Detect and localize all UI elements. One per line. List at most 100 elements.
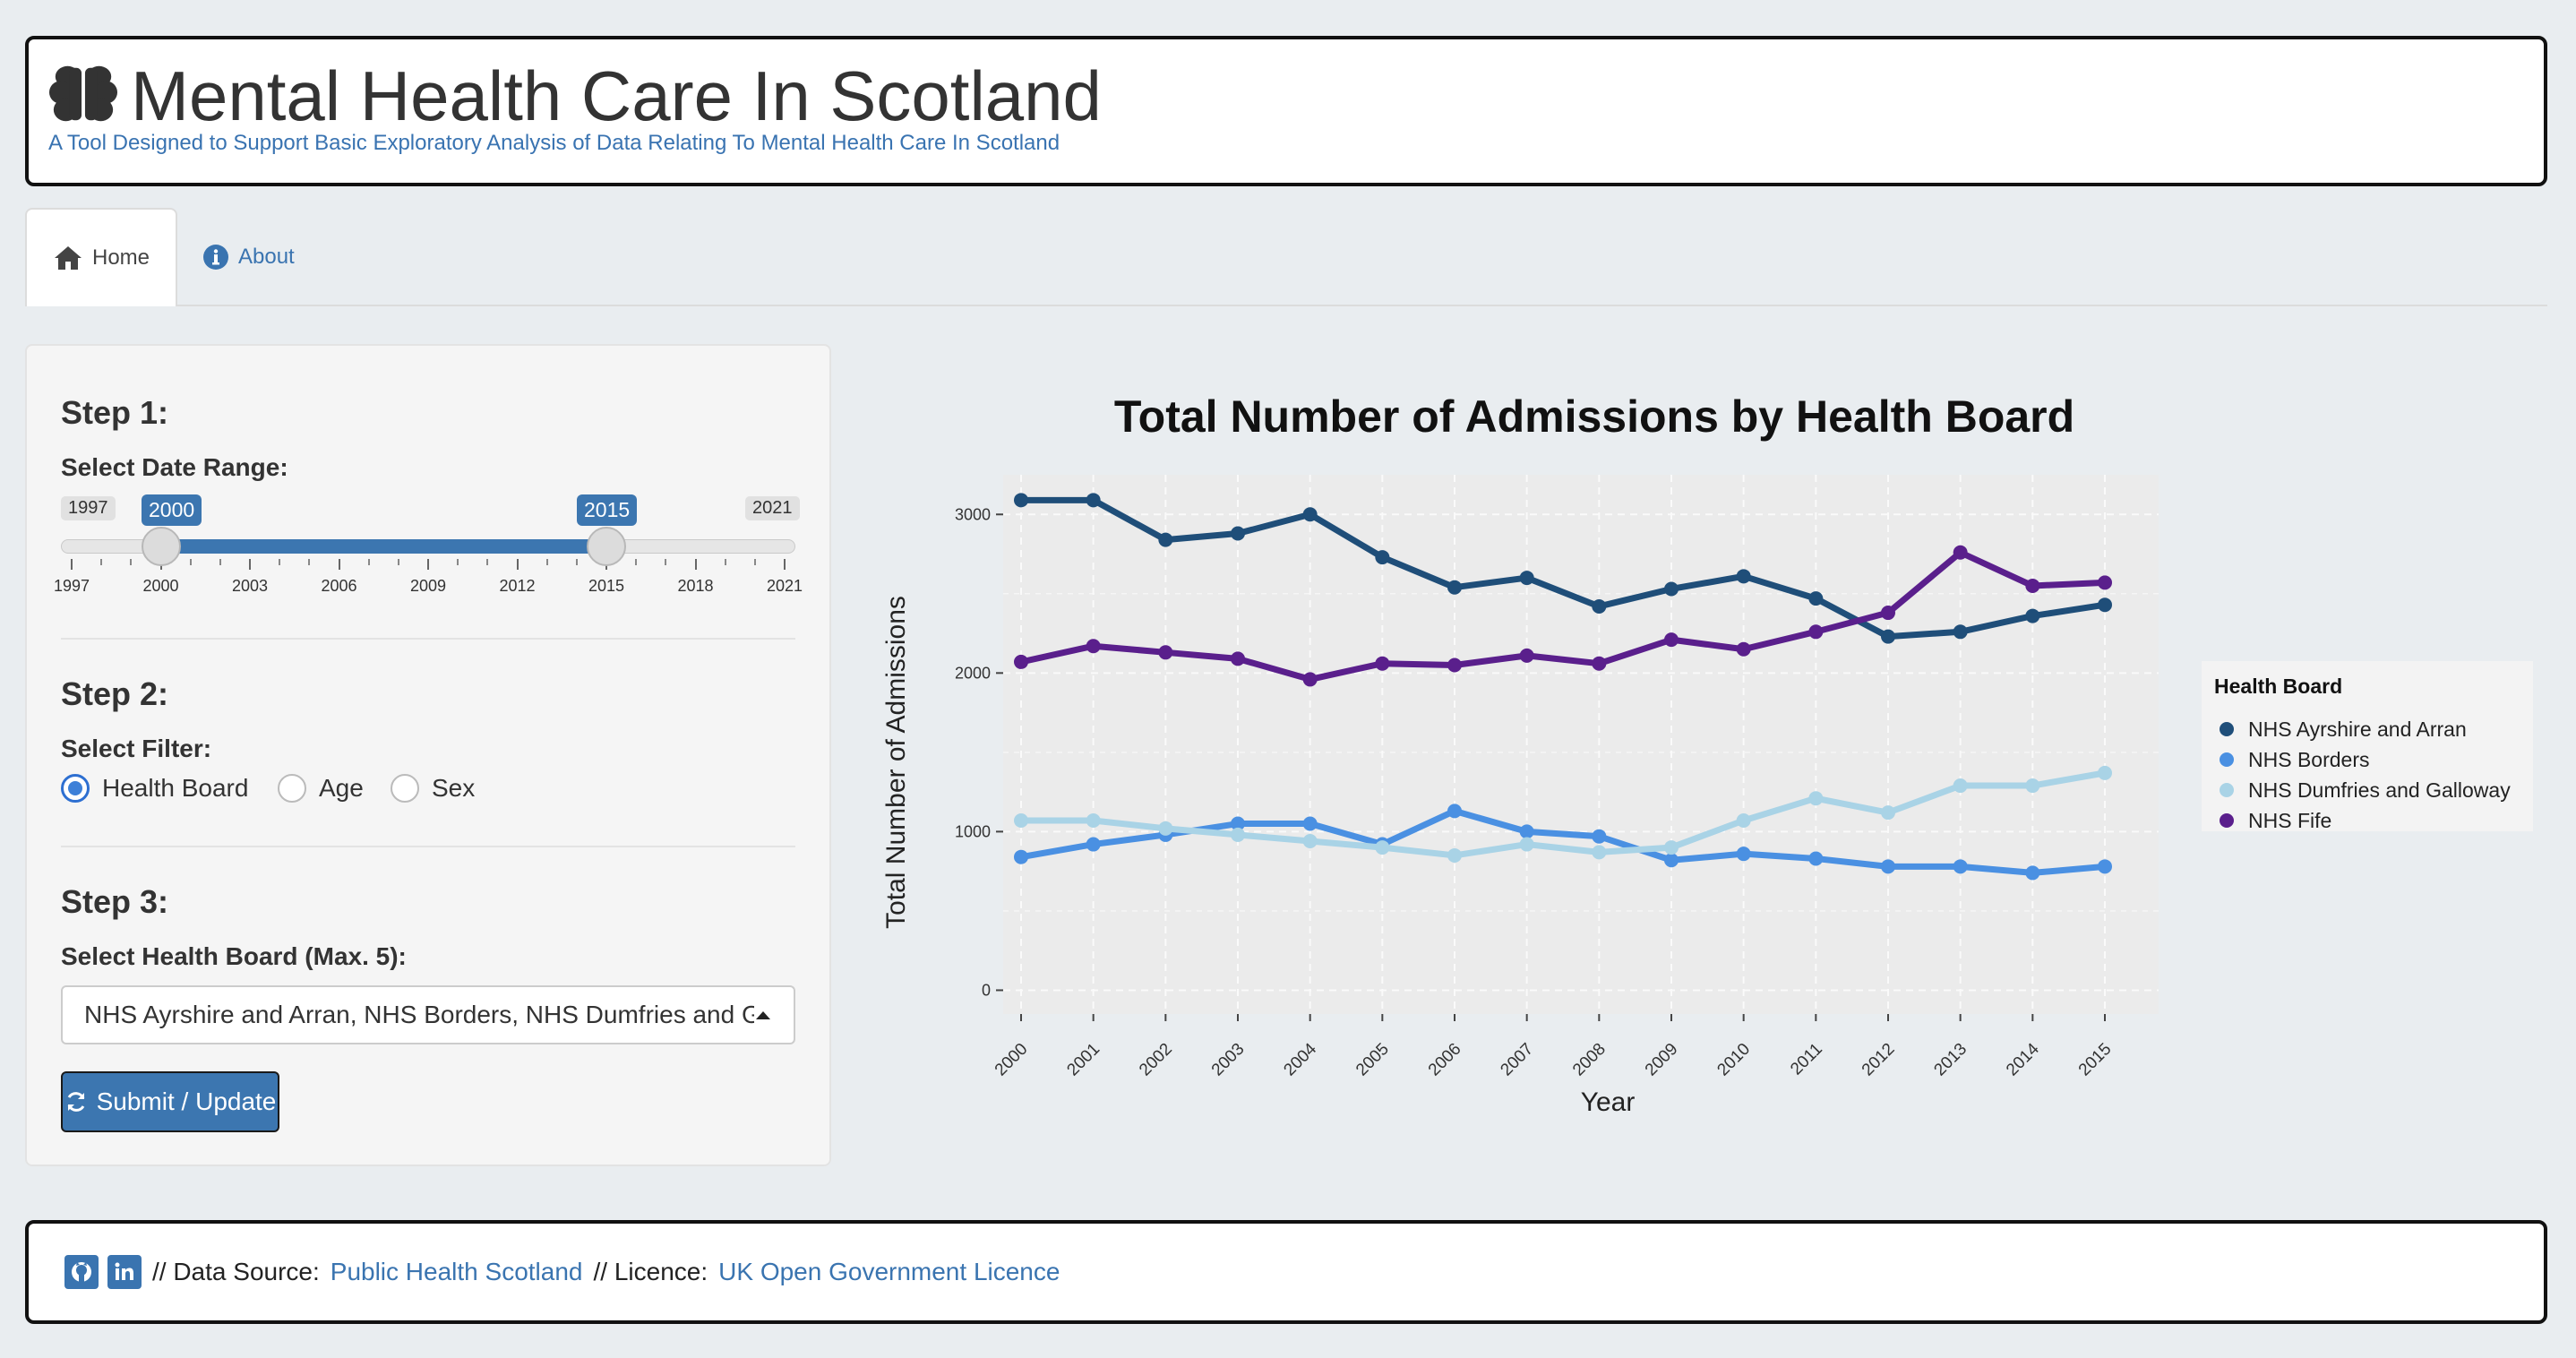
data-point xyxy=(1592,598,1607,614)
data-point xyxy=(2098,765,2112,780)
legend-label: NHS Borders xyxy=(2248,748,2369,771)
series-line xyxy=(1018,496,2108,640)
legend-label: NHS Fife xyxy=(2248,809,2331,832)
refresh-icon xyxy=(67,1092,84,1112)
data-point xyxy=(2025,865,2040,881)
data-point xyxy=(1664,581,1679,597)
x-tick-label: 2001 xyxy=(1063,1040,1103,1080)
data-point xyxy=(1953,545,1968,560)
slider-min-label: 1997 xyxy=(61,496,116,520)
data-point xyxy=(1302,834,1318,849)
slider-minor-tick xyxy=(753,559,756,565)
github-icon[interactable] xyxy=(64,1255,99,1289)
data-point xyxy=(1231,827,1245,842)
submit-update-button[interactable]: Submit / Update xyxy=(61,1071,279,1132)
data-point xyxy=(1447,804,1462,819)
y-tick-label: 3000 xyxy=(955,505,991,523)
app-subtitle: A Tool Designed to Support Basic Explora… xyxy=(48,131,1060,155)
legend-label: NHS Dumfries and Galloway xyxy=(2248,778,2511,802)
slider-minor-tick xyxy=(397,559,399,565)
tab-about[interactable]: About xyxy=(202,208,337,306)
x-tick-label: 2013 xyxy=(1930,1040,1971,1080)
data-point xyxy=(1664,853,1679,868)
slider-from-label: 2000 xyxy=(142,494,202,526)
radio-button[interactable] xyxy=(278,774,306,803)
public-health-scotland-link[interactable]: Public Health Scotland xyxy=(330,1258,583,1285)
slider-tick-label: 2009 xyxy=(409,577,447,595)
step-divider xyxy=(61,846,795,847)
data-point xyxy=(1881,859,1895,874)
slider-minor-tick xyxy=(367,559,370,565)
data-point xyxy=(1086,493,1101,508)
x-tick-label: 2007 xyxy=(1497,1040,1537,1080)
legend-marker xyxy=(2220,783,2234,797)
tab-about-label: About xyxy=(238,245,295,269)
legend-label: NHS Ayrshire and Arran xyxy=(2248,718,2467,741)
submit-button-label: Submit / Update xyxy=(96,1087,277,1115)
slider-tick-label: 2021 xyxy=(766,577,803,595)
radio-sex-label: Sex xyxy=(432,774,476,802)
slider-max-label: 2021 xyxy=(745,496,800,520)
step2-heading: Step 2: xyxy=(61,675,169,712)
data-point xyxy=(1881,606,1895,621)
tab-divider xyxy=(25,305,2547,306)
slider-minor-tick xyxy=(219,559,221,565)
slider-tick-label: 2000 xyxy=(142,577,179,595)
slider-tick-label: 2015 xyxy=(588,577,625,595)
tab-home[interactable]: Home xyxy=(25,208,177,306)
legend-marker xyxy=(2220,813,2234,828)
health-board-label: Select Health Board (Max. 5): xyxy=(61,942,407,970)
slider-minor-tick xyxy=(100,559,103,565)
data-point xyxy=(1014,812,1028,828)
slider-major-tick xyxy=(249,559,251,570)
radio-sex[interactable]: Sex xyxy=(391,774,475,803)
x-tick-label: 2012 xyxy=(1859,1040,1899,1080)
slider-minor-tick xyxy=(189,559,192,565)
data-point xyxy=(1953,778,1968,794)
footer-data-source-text: // Data Source: xyxy=(152,1258,320,1285)
linkedin-icon[interactable] xyxy=(107,1255,142,1289)
series-line xyxy=(1018,549,2108,683)
data-point xyxy=(1592,829,1607,844)
slider-major-tick xyxy=(694,559,697,570)
data-point xyxy=(1447,847,1462,863)
slider-minor-tick xyxy=(724,559,726,565)
slider-minor-tick xyxy=(486,559,489,565)
data-point xyxy=(1302,672,1318,687)
app-footer: // Data Source: Public Health Scotland /… xyxy=(25,1220,2547,1324)
data-point xyxy=(1664,840,1679,855)
data-point xyxy=(1736,847,1751,862)
y-tick-label: 2000 xyxy=(955,664,991,682)
slider-handle-from[interactable] xyxy=(141,527,181,566)
radio-button[interactable] xyxy=(391,774,419,803)
data-point xyxy=(1158,821,1173,836)
data-point xyxy=(1736,569,1751,584)
data-point xyxy=(1953,859,1968,874)
data-point xyxy=(1158,645,1173,660)
health-board-select[interactable]: NHS Ayrshire and Arran, NHS Borders, NHS… xyxy=(61,985,795,1044)
filter-label: Select Filter: xyxy=(61,735,212,762)
slider-major-tick xyxy=(427,559,429,570)
data-point xyxy=(1664,632,1679,648)
footer-licence-text: // Licence: xyxy=(593,1258,708,1285)
slider-handle-to[interactable] xyxy=(587,527,626,566)
x-tick-label: 2008 xyxy=(1569,1040,1610,1080)
date-range-slider-selection[interactable] xyxy=(160,539,606,554)
health-board-select-value: NHS Ayrshire and Arran, NHS Borders, NHS… xyxy=(84,1001,754,1028)
radio-age[interactable]: Age xyxy=(278,774,364,803)
slider-tick-label: 2003 xyxy=(231,577,269,595)
uk-ogl-link[interactable]: UK Open Government Licence xyxy=(718,1258,1060,1285)
slider-to-label: 2015 xyxy=(577,494,638,526)
data-point xyxy=(2025,608,2040,623)
step3-heading: Step 3: xyxy=(61,883,169,920)
legend-box xyxy=(2202,661,2533,831)
radio-health-board-label: Health Board xyxy=(102,774,249,802)
step1-heading: Step 1: xyxy=(61,394,169,431)
slider-major-tick xyxy=(71,559,73,570)
data-point xyxy=(1808,591,1824,606)
radio-button-selected[interactable] xyxy=(61,774,90,803)
radio-health-board[interactable]: Health Board xyxy=(61,774,248,803)
app-header: Mental Health Care In Scotland A Tool De… xyxy=(25,36,2547,186)
data-point xyxy=(1519,837,1534,852)
slider-tick-label: 2012 xyxy=(499,577,536,595)
